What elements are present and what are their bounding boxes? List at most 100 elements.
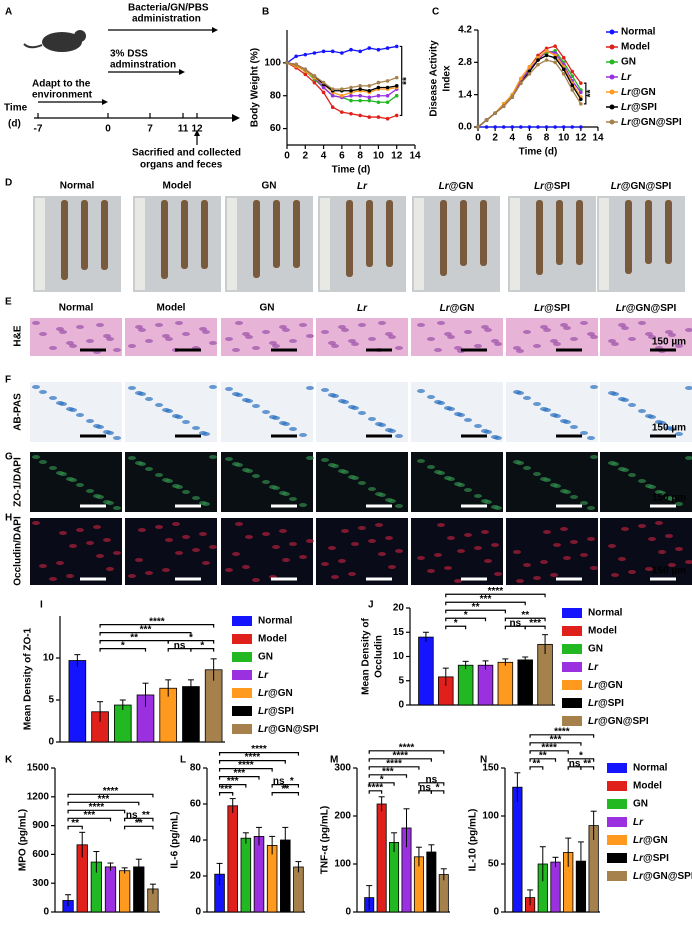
significance-bracket bbox=[418, 782, 445, 786]
y-axis-label: TNF-α (pg/mL) bbox=[320, 806, 331, 874]
tissue-stain bbox=[66, 407, 74, 411]
tissue-stain bbox=[540, 477, 548, 481]
tissue-stain bbox=[262, 330, 270, 334]
y-axis-label: IL-6 (pg/mL) bbox=[170, 811, 181, 868]
timeline-tick-label: 0 bbox=[105, 124, 111, 135]
tissue-stain bbox=[289, 427, 297, 431]
y-axis-label: IL-10 (pg/mL) bbox=[468, 809, 479, 872]
legend-label: Lr@GN@SPI bbox=[588, 716, 649, 727]
series-line bbox=[286, 62, 397, 90]
point bbox=[553, 55, 557, 60]
tissue-stain bbox=[388, 565, 396, 569]
point bbox=[501, 104, 506, 109]
tissue-stain bbox=[306, 539, 314, 543]
significance-bracket bbox=[67, 817, 112, 822]
significance-label: **** bbox=[386, 758, 402, 769]
tissue-stain bbox=[338, 399, 346, 403]
y-tick-label: 100 bbox=[482, 811, 499, 822]
tissue-stain bbox=[338, 469, 346, 473]
legend-marker bbox=[609, 119, 615, 125]
y-tick-label: 1500 bbox=[27, 763, 50, 774]
legend-swatch bbox=[607, 871, 627, 881]
significance-bracket bbox=[524, 625, 546, 630]
tissue-stain bbox=[645, 332, 653, 336]
tissue-stain bbox=[464, 533, 472, 537]
bar bbox=[293, 866, 304, 913]
tissue-stain bbox=[245, 335, 253, 339]
point bbox=[519, 81, 523, 85]
tissue-stain bbox=[338, 559, 346, 563]
tissue-stain bbox=[145, 339, 153, 343]
significance-bracket bbox=[67, 793, 154, 798]
tissue-stain bbox=[580, 431, 588, 435]
micrograph bbox=[411, 318, 503, 356]
tissue-stain bbox=[358, 411, 366, 415]
tissue-stain bbox=[618, 323, 626, 327]
tissue-stain bbox=[192, 496, 200, 500]
colon-tissue bbox=[273, 200, 280, 268]
tissue-stain bbox=[638, 479, 646, 483]
point bbox=[570, 125, 575, 129]
legend-swatch bbox=[232, 652, 252, 662]
timeline-tick-label: -7 bbox=[34, 124, 43, 135]
tissue-stain bbox=[628, 473, 636, 477]
row-label: H&E bbox=[13, 325, 24, 346]
tissue-stain bbox=[145, 467, 153, 471]
significance-label: ** bbox=[71, 818, 79, 829]
tissue-stain bbox=[69, 544, 77, 548]
tissue-stain bbox=[182, 490, 190, 494]
series-line bbox=[286, 62, 397, 92]
colon-tissue bbox=[645, 200, 652, 264]
panel-label: A bbox=[5, 7, 12, 18]
tissue-stain bbox=[262, 532, 270, 536]
legend-label: Lr bbox=[258, 670, 269, 681]
tissue-stain bbox=[59, 531, 67, 535]
tissue-stain bbox=[378, 552, 386, 556]
tissue-stain bbox=[175, 321, 183, 325]
bar bbox=[227, 805, 238, 913]
tissue-stain bbox=[434, 400, 442, 404]
tissue-stain bbox=[262, 410, 270, 414]
tissue-stain bbox=[665, 496, 673, 500]
tissue-stain bbox=[282, 558, 290, 562]
point bbox=[493, 125, 497, 129]
tissue-stain bbox=[39, 332, 47, 336]
scale-bar-label: 150 µm bbox=[652, 337, 686, 348]
point bbox=[484, 125, 489, 129]
point bbox=[385, 85, 390, 90]
significance-label: *** bbox=[98, 794, 110, 805]
tissue-stain bbox=[138, 328, 146, 332]
timeline-tick-label: 12 bbox=[191, 124, 203, 135]
tissue-stain bbox=[618, 467, 626, 471]
timeline-text: 3% DSS bbox=[110, 49, 148, 60]
tissue-stain bbox=[645, 567, 653, 571]
legend-swatch bbox=[232, 616, 252, 626]
tissue-stain bbox=[608, 339, 616, 343]
tissue-stain bbox=[523, 396, 531, 400]
legend-swatch bbox=[562, 716, 582, 726]
tissue-stain bbox=[103, 334, 111, 338]
tissue-stain bbox=[513, 550, 521, 554]
ruler bbox=[135, 198, 145, 290]
tissue-stain bbox=[417, 323, 425, 327]
legend-label: Model bbox=[621, 42, 650, 53]
point bbox=[527, 72, 532, 76]
tissue-stain bbox=[523, 563, 531, 567]
tissue-stain bbox=[235, 321, 243, 325]
tissue-stain bbox=[513, 346, 521, 350]
tissue-stain bbox=[513, 390, 521, 394]
row-label: AB-PAS bbox=[13, 393, 24, 431]
significance-label: ** bbox=[281, 784, 289, 795]
significance-bracket bbox=[445, 625, 467, 630]
y-tick-label: 1200 bbox=[27, 791, 50, 802]
significance-label: ** bbox=[142, 810, 150, 821]
tissue-stain bbox=[328, 463, 336, 467]
legend-label: Model bbox=[633, 781, 662, 792]
y-tick-label: 100 bbox=[334, 859, 351, 870]
scale-bar-label: 150 µm bbox=[652, 493, 686, 504]
tissue-stain bbox=[232, 462, 240, 466]
significance-bracket bbox=[271, 784, 286, 788]
point bbox=[312, 74, 317, 78]
significance-label: *** bbox=[529, 618, 541, 629]
x-tick-label: 8 bbox=[357, 151, 363, 162]
